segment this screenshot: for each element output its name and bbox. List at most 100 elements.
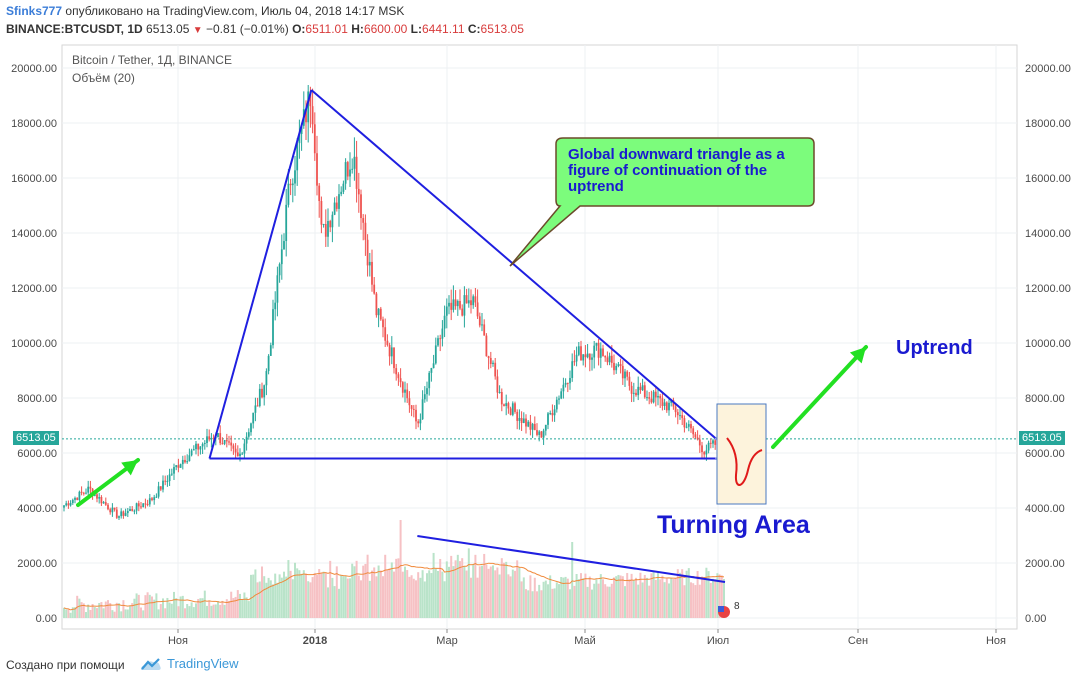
candle-body (406, 389, 409, 399)
candle-body (404, 389, 406, 393)
volume-bar (426, 573, 428, 618)
volume-bar (705, 567, 708, 618)
candle-body (230, 442, 233, 446)
price-tick-label-right: 6000.00 (1025, 448, 1065, 460)
volume-bar (492, 565, 494, 618)
candle-body (410, 405, 413, 409)
volume-bar (65, 609, 68, 618)
plot-area (61, 44, 1018, 630)
price-tick-label-left: 18000.00 (11, 118, 57, 130)
candle-body (340, 191, 343, 195)
volume-bar (362, 565, 365, 618)
candle-body (586, 353, 589, 358)
volume-bar (166, 597, 169, 618)
candle-body (67, 503, 70, 506)
price-tick-label-right: 8000.00 (1025, 393, 1065, 405)
volume-bar (712, 578, 714, 618)
candle-body (76, 497, 79, 501)
volume-bar (250, 574, 252, 618)
volume-bar (582, 578, 585, 618)
volume-bar (85, 612, 87, 618)
author-name[interactable]: Sfinks777 (6, 4, 63, 18)
candle-body (93, 494, 96, 496)
candle-body (300, 125, 303, 135)
price-tick-label-right: 10000.00 (1025, 338, 1071, 350)
candle-body (432, 363, 435, 369)
volume-bar (434, 568, 437, 618)
volume-bar (461, 558, 464, 618)
volume-indicator-label[interactable]: Объём (20) (72, 71, 135, 85)
volume-bar (558, 584, 560, 618)
volume-bar (126, 609, 129, 618)
chart-title: Bitcoin / Tether, 1Д, BINANCE (72, 53, 232, 67)
volume-bar (349, 578, 351, 618)
candle-body (626, 371, 629, 377)
candle-body (549, 413, 552, 415)
volume-bar (355, 560, 358, 618)
volume-bar (302, 570, 305, 618)
candle-body (604, 355, 607, 358)
volume-bar (261, 566, 263, 618)
volume-bar (714, 579, 717, 618)
volume-bar (540, 590, 543, 618)
volume-bar (551, 588, 554, 618)
volume-bar (505, 561, 508, 618)
candle-body (496, 376, 499, 393)
candle-body (683, 418, 686, 428)
volume-bar (135, 593, 138, 618)
volume-bar (439, 558, 442, 618)
volume-bar (115, 602, 118, 618)
candle-body (327, 221, 329, 237)
volume-bar (228, 600, 230, 618)
candle-body (439, 338, 442, 340)
volume-bar (272, 584, 274, 618)
candle-body (228, 441, 230, 443)
volume-bar (155, 593, 158, 618)
volume-bar (599, 574, 602, 618)
candle-body (536, 430, 538, 435)
candle-body (122, 511, 125, 516)
candle-body (577, 346, 580, 355)
tradingview-logo[interactable]: TradingView (140, 656, 239, 671)
candle-body (201, 444, 204, 447)
candle-body (712, 440, 714, 444)
candle-body (115, 509, 118, 518)
volume-bar (243, 592, 246, 618)
projected-path-curve (726, 437, 763, 486)
volume-bar (137, 594, 140, 618)
candle-body (393, 347, 395, 369)
candle-body (415, 409, 417, 422)
volume-bar (613, 577, 615, 618)
volume-ma-line (63, 562, 725, 611)
volume-bar (210, 605, 213, 618)
candle-body (503, 404, 505, 406)
candle-body (445, 306, 448, 316)
candle-body (256, 405, 259, 407)
volume-bar (333, 586, 336, 618)
volume-bar (346, 578, 349, 618)
volume-bar (197, 598, 200, 618)
price-chart[interactable]: 20000.00 20000.00 18000.00 18000.00 16000.00… (0, 40, 1080, 650)
high-value: 6600.00 (363, 22, 408, 36)
green-arrow-uptrend-shaft (771, 345, 868, 449)
candle-body (492, 362, 494, 365)
price-tick-label-left: 10000.00 (11, 338, 57, 350)
volume-bar (357, 575, 360, 618)
candle-body (500, 391, 503, 405)
volume-bar (628, 579, 631, 618)
candle-body (210, 437, 213, 440)
volume-bar (278, 574, 281, 618)
candle-body (366, 239, 369, 266)
candle-body (635, 392, 637, 396)
candle-body (71, 499, 74, 503)
volume-bar (309, 582, 312, 618)
volume-bar (529, 575, 532, 618)
candle-body (619, 364, 622, 366)
volume-bar (318, 569, 321, 618)
volume-bar (456, 554, 459, 618)
candle-body (555, 399, 558, 410)
volume-bar (406, 570, 409, 618)
volume-bar (100, 602, 103, 618)
candle-body (82, 492, 85, 494)
volume-bar (184, 608, 186, 618)
